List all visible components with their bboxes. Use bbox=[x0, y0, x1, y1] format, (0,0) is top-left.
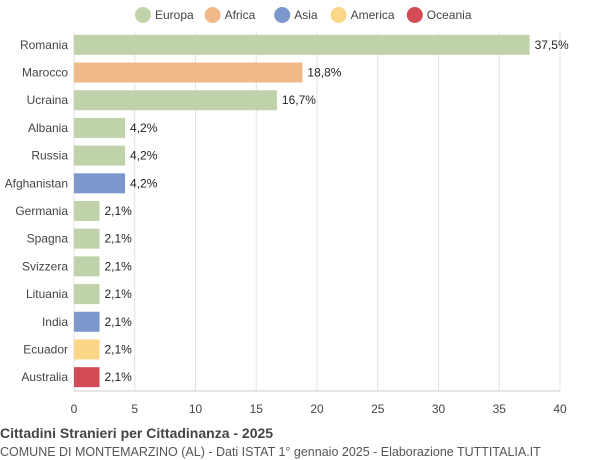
value-label: 2,1% bbox=[105, 259, 133, 273]
bar bbox=[74, 339, 100, 360]
bar bbox=[74, 62, 303, 83]
x-tick-label: 30 bbox=[432, 402, 446, 416]
value-label: 2,1% bbox=[105, 287, 133, 301]
x-tick-label: 15 bbox=[250, 402, 264, 416]
value-label: 2,1% bbox=[105, 342, 133, 356]
value-label: 2,1% bbox=[105, 232, 133, 246]
value-label: 18,8% bbox=[307, 66, 341, 80]
value-label: 37,5% bbox=[535, 38, 569, 52]
value-label: 2,1% bbox=[105, 370, 133, 384]
legend-label: Oceania bbox=[427, 8, 472, 22]
value-label: 2,1% bbox=[105, 315, 133, 329]
category-label: Albania bbox=[28, 121, 68, 135]
bar bbox=[74, 90, 277, 111]
x-tick-label: 25 bbox=[371, 402, 385, 416]
value-label: 4,2% bbox=[130, 176, 158, 190]
bar bbox=[74, 311, 100, 332]
category-label: Spagna bbox=[27, 232, 69, 246]
category-label: Lituania bbox=[26, 287, 68, 301]
legend-marker bbox=[406, 7, 423, 23]
legend-label: America bbox=[351, 8, 395, 22]
bar bbox=[74, 284, 100, 305]
legend-marker bbox=[135, 7, 151, 23]
category-label: India bbox=[42, 315, 68, 329]
bar bbox=[74, 173, 126, 194]
category-label: Germania bbox=[15, 204, 68, 218]
legend-marker bbox=[204, 7, 221, 23]
category-label: Ecuador bbox=[23, 342, 68, 356]
bar bbox=[74, 256, 100, 277]
category-label: Australia bbox=[21, 370, 68, 384]
value-label: 4,2% bbox=[130, 149, 158, 163]
category-label: Svizzera bbox=[22, 259, 68, 273]
x-tick-label: 40 bbox=[553, 402, 567, 416]
x-tick-label: 0 bbox=[71, 402, 78, 416]
x-tick-label: 20 bbox=[310, 402, 324, 416]
bar bbox=[74, 145, 126, 166]
legend-marker bbox=[330, 7, 347, 23]
chart-source: COMUNE DI MONTEMARZINO (AL) - Dati ISTAT… bbox=[0, 445, 541, 459]
legend-label: Africa bbox=[225, 8, 256, 22]
bar bbox=[74, 34, 530, 55]
category-label: Marocco bbox=[22, 66, 68, 80]
category-label: Romania bbox=[20, 38, 68, 52]
bar bbox=[74, 201, 100, 221]
bar-chart: 0 5 10 15 20 25 30 35 40 Romania 37,5% Marocco 18,8%… bbox=[5, 7, 569, 416]
category-label: Russia bbox=[31, 149, 68, 163]
value-label: 4,2% bbox=[130, 121, 158, 135]
bar bbox=[74, 367, 100, 388]
legend-marker bbox=[274, 7, 291, 23]
category-label: Ucraina bbox=[27, 93, 69, 107]
bar bbox=[74, 117, 126, 138]
legend-label: Asia bbox=[294, 8, 318, 22]
value-label: 16,7% bbox=[282, 93, 316, 107]
value-label: 2,1% bbox=[105, 204, 133, 218]
legend-label: Europa bbox=[155, 8, 194, 22]
category-label: Afghanistan bbox=[5, 176, 68, 190]
chart-title: Cittadini Stranieri per Cittadinanza - 2… bbox=[0, 425, 274, 441]
bar bbox=[74, 228, 100, 249]
x-tick-label: 35 bbox=[493, 402, 507, 416]
x-tick-label: 10 bbox=[189, 402, 203, 416]
x-tick-label: 5 bbox=[131, 402, 138, 416]
